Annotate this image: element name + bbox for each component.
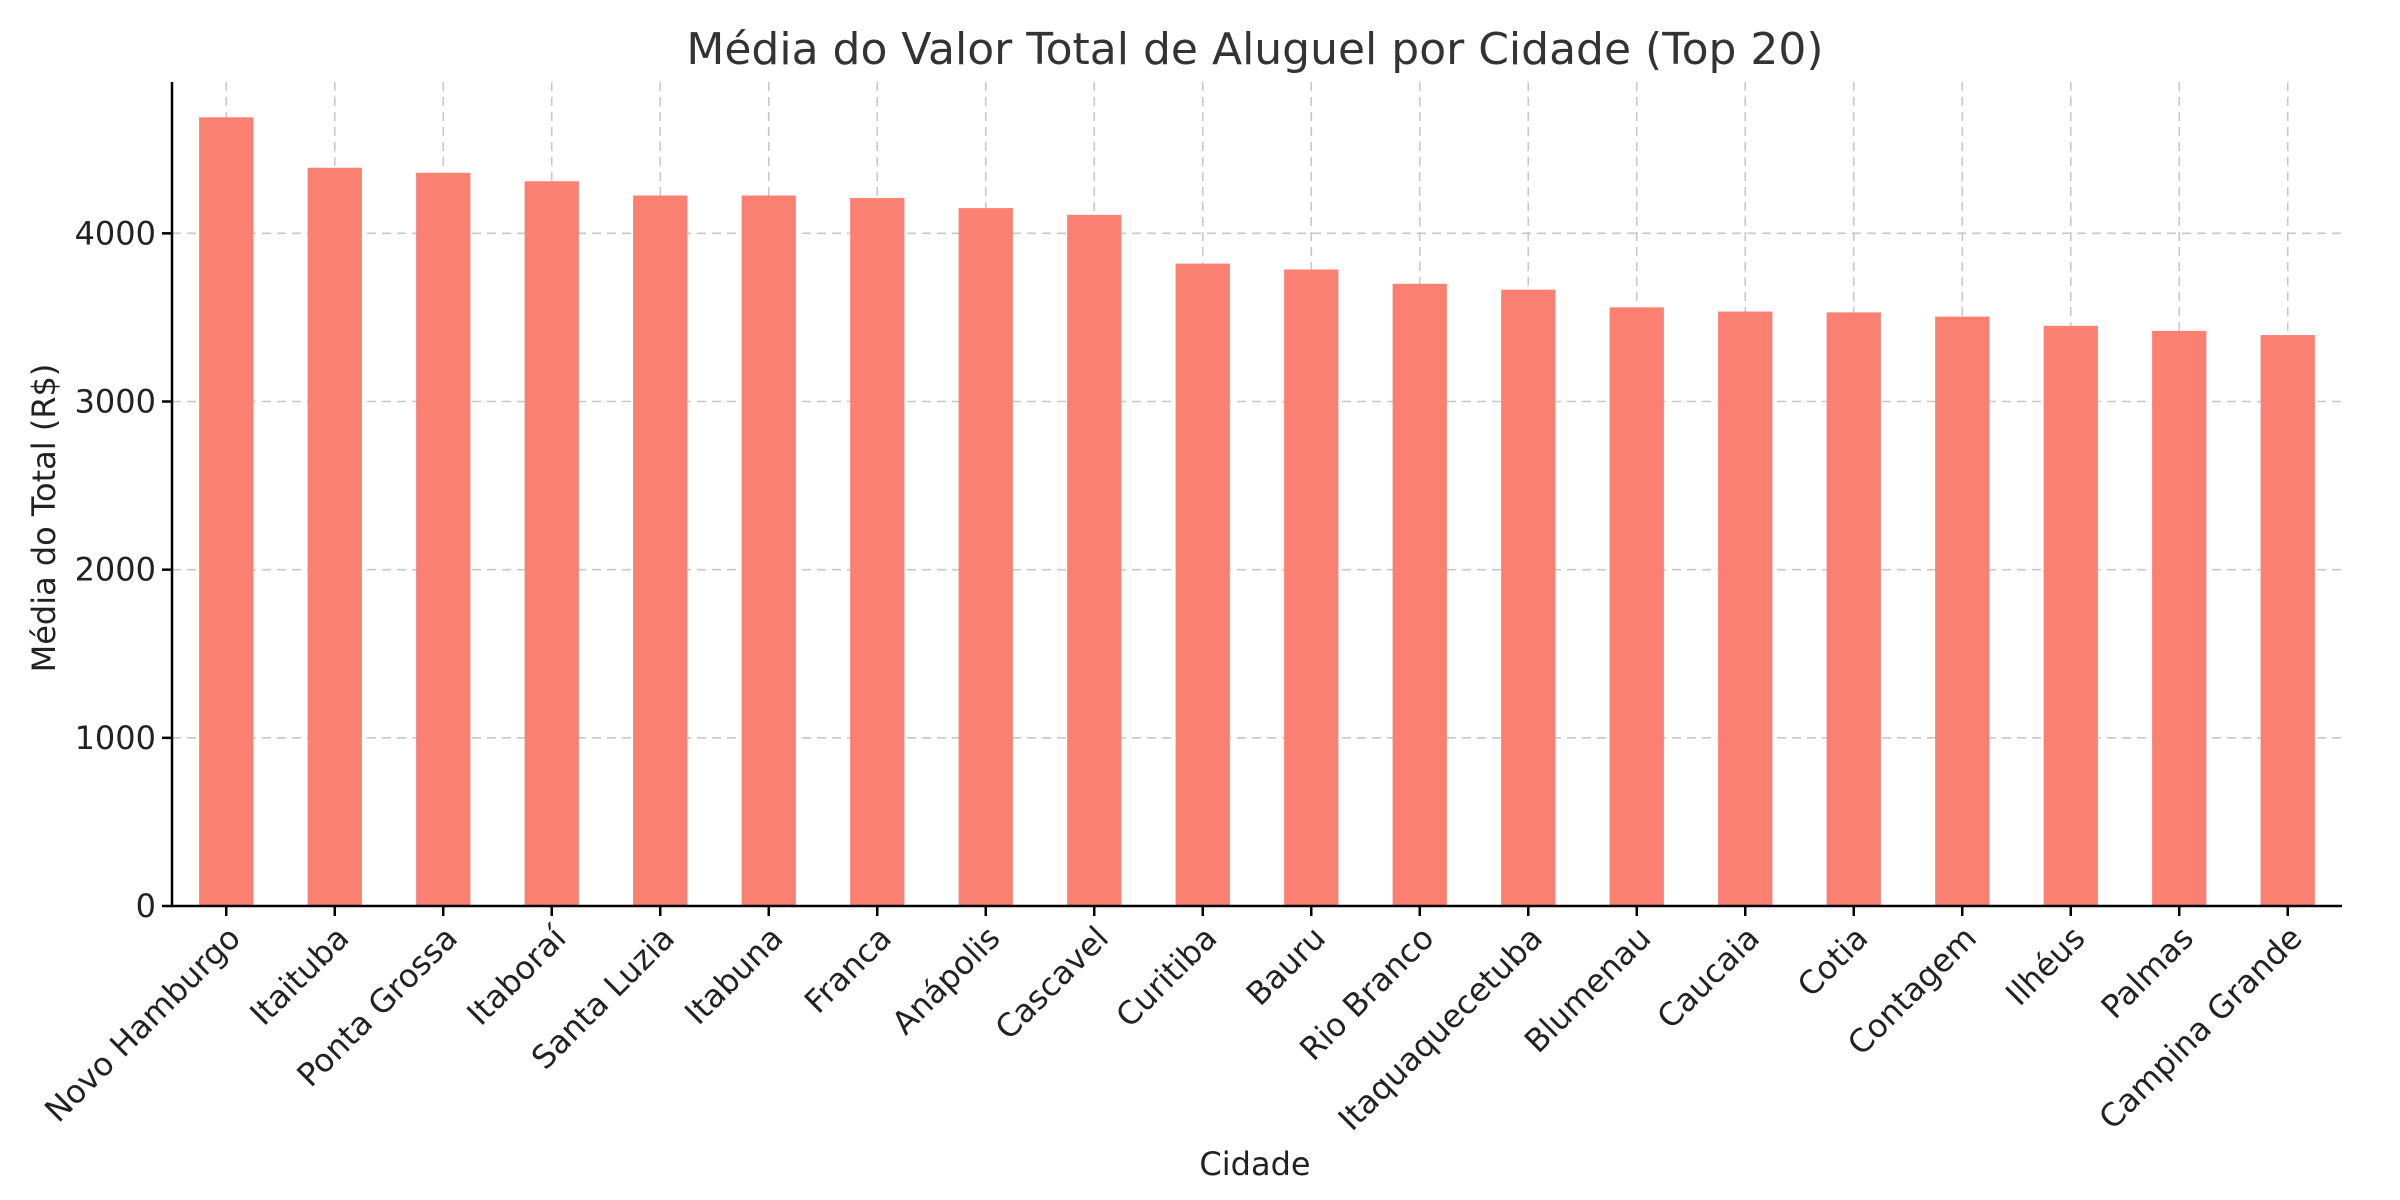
x-tick-label: Palmas	[2094, 919, 2201, 1026]
x-tick-label: Cotia	[1790, 919, 1876, 1005]
x-tick-label: Franca	[797, 919, 899, 1021]
y-tick-label: 0	[136, 887, 156, 925]
y-tick-label: 4000	[75, 214, 156, 252]
bar-campina-grande	[2260, 335, 2315, 907]
chart-title: Média do Valor Total de Aluguel por Cida…	[686, 24, 1823, 75]
bar-an-polis	[958, 208, 1013, 907]
x-tick-label: Itaquaquecetuba	[1331, 919, 1550, 1138]
y-axis-label: Média do Total (R$)	[25, 364, 63, 673]
x-tick-label: Cascavel	[988, 919, 1116, 1047]
bar-ilh-us	[2043, 325, 2098, 906]
x-tick-label: Caucaia	[1650, 919, 1767, 1036]
x-tick-label: Itabuna	[677, 919, 790, 1032]
bar-blumenau	[1609, 307, 1664, 907]
y-tick-label: 2000	[75, 551, 156, 589]
bar-novo-hamburgo	[199, 117, 254, 907]
x-tick-label: Novo Hamburgo	[37, 919, 248, 1130]
axes-layer	[170, 82, 2342, 908]
bar-curitiba	[1175, 263, 1230, 906]
bar-contagem	[1935, 316, 1990, 906]
x-tick-label: Anápolis	[884, 919, 1007, 1042]
bar-caucaia	[1718, 311, 1773, 906]
bar-rio-branco	[1392, 283, 1447, 907]
bar-itabuna	[741, 195, 796, 907]
bar-itaquaquecetuba	[1501, 289, 1556, 906]
bars-layer	[199, 117, 2315, 907]
x-tick-label: Curitiba	[1108, 919, 1224, 1035]
x-tick-label: Campina Grande	[2091, 919, 2309, 1137]
x-axis-label: Cidade	[1199, 1145, 1310, 1183]
x-tick-label: Itaituba	[242, 919, 356, 1033]
x-tick-label: Ilhéus	[1998, 919, 2092, 1013]
bar-palmas	[2152, 330, 2207, 907]
bar-bauru	[1284, 269, 1339, 906]
grid-layer	[172, 82, 2342, 906]
x-tick-label: Bauru	[1239, 919, 1333, 1013]
bar-cotia	[1826, 312, 1881, 906]
bar-itabora-	[524, 181, 579, 907]
bar-itaituba	[307, 167, 362, 907]
y-tick-label: 3000	[75, 383, 156, 421]
bar-ponta-grossa	[416, 172, 471, 906]
bar-cascavel	[1067, 214, 1122, 906]
bar-santa-luzia	[633, 195, 688, 907]
y-tick-label: 1000	[75, 719, 156, 757]
bar-franca	[850, 198, 905, 906]
